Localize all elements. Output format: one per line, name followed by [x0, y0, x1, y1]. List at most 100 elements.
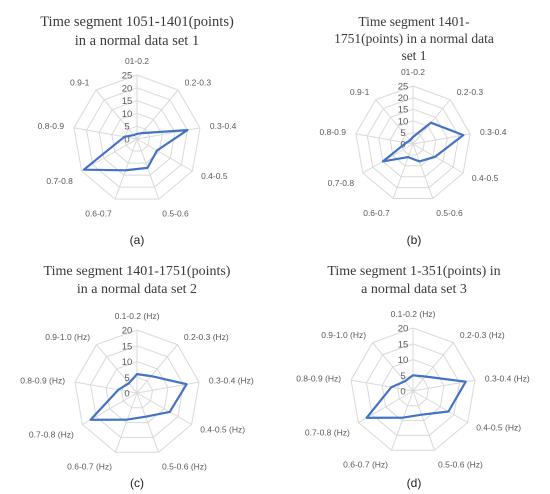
- category-label: 0.7-0.8 (Hz): [305, 428, 350, 438]
- caption-c: (c): [130, 476, 144, 490]
- spoke-line: [372, 342, 414, 392]
- category-label: 0.5-0.6: [436, 208, 463, 218]
- spoke-line: [375, 99, 414, 145]
- gridline-ring: [381, 358, 445, 422]
- data-point: [365, 417, 368, 419]
- gridline-ring: [401, 131, 425, 156]
- chart-panel-a: Time segment 1051-1401(points) in a norma…: [4, 4, 270, 232]
- data-point: [404, 380, 406, 383]
- spoke-line: [136, 138, 193, 172]
- tick-label: 15: [122, 96, 133, 107]
- category-label: 0.4-0.5 (Hz): [476, 423, 521, 433]
- data-point: [146, 167, 149, 169]
- data-point: [185, 383, 188, 385]
- data-point: [412, 136, 414, 138]
- radar-chart-c: Time segment 1401-1751(points) in a norma…: [20, 264, 254, 472]
- category-label: 0.9-1: [70, 77, 90, 87]
- chart-title-line: Time segment 1-351(points) in: [327, 264, 500, 279]
- tick-label: 15: [122, 341, 133, 352]
- caption-b: (b): [406, 233, 422, 247]
- tick-label: 15: [398, 105, 409, 116]
- chart-title-line: Time segment 1051-1401(points): [40, 14, 234, 30]
- tick-label: 10: [122, 357, 133, 368]
- tick-label: 10: [398, 355, 409, 366]
- gridline-ring: [73, 74, 201, 200]
- spoke-line: [114, 138, 138, 200]
- gridline-ring: [389, 120, 437, 167]
- chart-panel-d: Time segment 1-351(points) in a normal da…: [281, 258, 547, 474]
- data-point: [144, 415, 147, 418]
- tick-label: 0: [400, 387, 405, 398]
- tick-label: 5: [124, 122, 129, 133]
- spoke-line: [412, 99, 451, 145]
- spoke-line: [115, 392, 138, 453]
- radar-chart-a: Time segment 1051-1401(points) in a norma…: [38, 14, 237, 219]
- chart-panel-c: Time segment 1401-1751(points) in a norma…: [4, 258, 270, 474]
- tick-label: 5: [400, 128, 405, 139]
- radar-chart-b: Time segment 1401- 1751(points) in a norm…: [320, 14, 507, 218]
- category-label: 0.7-0.8: [46, 176, 73, 186]
- chart-panel-b: Time segment 1401- 1751(points) in a norm…: [281, 4, 547, 232]
- category-label: 0.6-0.7: [85, 209, 112, 219]
- gridline-ring: [74, 329, 200, 453]
- category-label: 0.3-0.4 (Hz): [485, 373, 530, 383]
- tick-label: 5: [124, 373, 129, 384]
- gridline-ring: [86, 87, 188, 188]
- data-point: [89, 419, 92, 421]
- spoke-line: [355, 133, 414, 145]
- category-label: 0.3-0.4 (Hz): [209, 375, 254, 385]
- tick-label: 10: [398, 116, 409, 127]
- category-label: 0.2-0.3 (Hz): [184, 332, 229, 342]
- category-label: 0.8-0.9 (Hz): [296, 373, 341, 383]
- caption-d: (d): [406, 476, 422, 490]
- series-line: [381, 121, 465, 163]
- tick-label: 25: [122, 71, 133, 82]
- spoke-line: [412, 342, 454, 392]
- spoke-line: [136, 392, 192, 425]
- category-label: 0.2-0.3 (Hz): [460, 330, 505, 340]
- gridline-ring: [355, 85, 471, 199]
- chart-title-line: in a normal data set 1: [75, 33, 199, 49]
- data-point: [186, 129, 189, 131]
- spoke-line: [95, 89, 138, 140]
- data-point: [409, 139, 411, 142]
- data-point: [402, 416, 405, 419]
- tick-label: 20: [398, 324, 409, 335]
- data-point: [464, 380, 467, 383]
- category-label: 0.9-1.0 (Hz): [45, 332, 90, 342]
- tick-label: 20: [398, 93, 409, 104]
- category-label: 0.5-0.6: [162, 209, 189, 219]
- category-label: 0.3-0.4: [480, 127, 507, 137]
- category-label: 0.6-0.7 (Hz): [343, 460, 388, 470]
- category-label: 0.4-0.5 (Hz): [200, 425, 245, 435]
- data-point: [136, 373, 138, 375]
- tick-label: 5: [400, 371, 405, 382]
- data-point: [117, 388, 120, 391]
- gridline-ring: [89, 345, 185, 438]
- series-line: [82, 128, 189, 172]
- data-point: [83, 168, 85, 171]
- radar-chart-d: Time segment 1-351(points) in a normal da…: [296, 264, 530, 470]
- category-label: 0.2-0.3: [457, 87, 484, 97]
- data-point: [168, 411, 171, 413]
- category-label: 0.5-0.6 (Hz): [162, 462, 207, 472]
- category-label: 0.4-0.5: [201, 171, 228, 181]
- category-label: 0.7-0.8: [328, 178, 355, 188]
- category-label: 0.9-1.0 (Hz): [321, 330, 366, 340]
- data-point: [390, 386, 393, 388]
- tick-label: 15: [398, 339, 409, 350]
- category-label: 0.8-0.9: [38, 121, 65, 131]
- data-point: [128, 382, 130, 385]
- category-label: 0.4-0.5: [472, 173, 499, 183]
- tick-label: 25: [398, 82, 409, 93]
- series-line: [365, 374, 467, 419]
- spoke-line: [412, 143, 464, 174]
- data-point: [405, 142, 407, 144]
- data-point: [420, 413, 423, 416]
- data-point: [132, 134, 135, 136]
- tick-label: 0: [124, 135, 129, 146]
- data-point: [150, 375, 152, 377]
- tick-label: 20: [122, 83, 133, 94]
- chart-title-line: Time segment 1401-: [358, 14, 470, 29]
- data-point: [462, 134, 465, 136]
